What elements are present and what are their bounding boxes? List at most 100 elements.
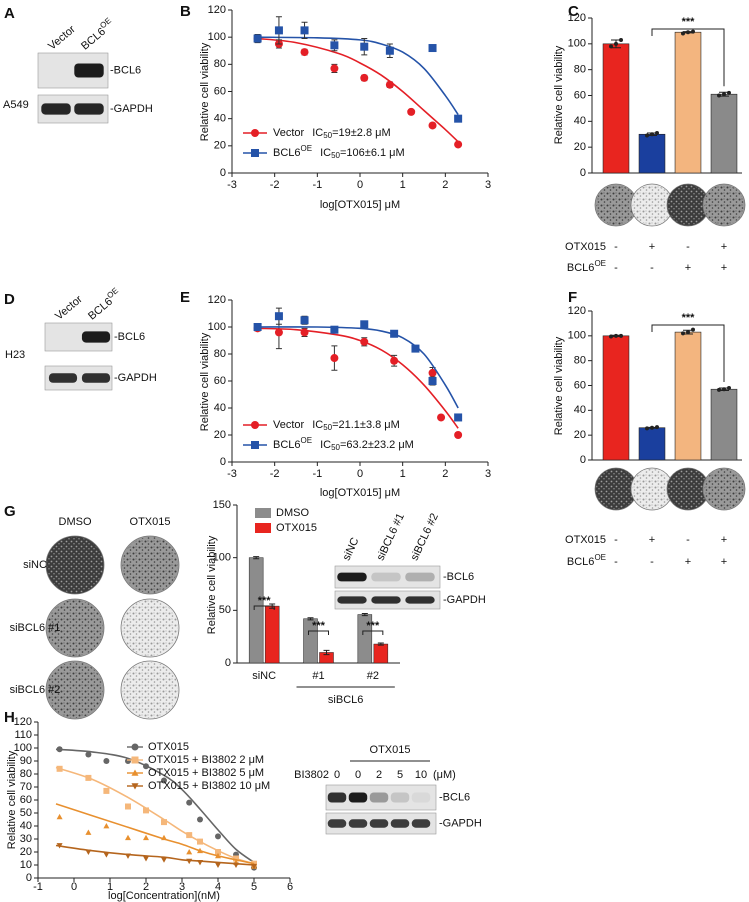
blot-band	[81, 331, 111, 343]
text-part: Vector	[273, 419, 305, 431]
point	[428, 377, 437, 385]
lane-label: 2	[376, 769, 382, 781]
ic50-value: =19±2.8 μM	[332, 127, 391, 139]
point	[300, 316, 309, 325]
blot-band	[74, 63, 104, 78]
row-label: siBCL6 #2	[10, 684, 61, 696]
legend-label: OTX015	[276, 522, 317, 534]
blot-band	[371, 572, 401, 582]
data-point	[691, 327, 695, 332]
data-point	[686, 30, 690, 35]
point	[197, 838, 203, 845]
condition-sign: +	[649, 241, 655, 253]
x-tick-label: -2	[270, 179, 280, 191]
point	[215, 852, 221, 859]
text-part: BCL6	[567, 262, 595, 274]
y-tick-label: 40	[20, 820, 32, 832]
group-label: OTX015	[370, 744, 411, 756]
point	[85, 829, 92, 835]
point	[143, 834, 149, 841]
x-tick-label: 0	[71, 881, 77, 893]
point	[274, 328, 283, 337]
data-point	[650, 132, 654, 137]
y-axis-label: Relative cell viability	[206, 535, 218, 634]
data-point	[619, 333, 623, 338]
legend-label: BCL6OE IC50=63.2±23.2 μM	[273, 436, 414, 452]
panel-label: F	[568, 289, 577, 306]
condition-sign: +	[685, 262, 691, 274]
legend-marker	[251, 421, 259, 429]
lane-label: 0	[355, 769, 361, 781]
point	[186, 858, 193, 865]
point	[274, 26, 283, 35]
band-label: -GAPDH	[439, 817, 482, 829]
point	[274, 312, 283, 321]
point	[186, 849, 193, 855]
condition-sign: -	[686, 241, 690, 253]
text-part: 0	[334, 769, 340, 781]
point	[125, 803, 131, 810]
y-tick-label: 120	[208, 4, 226, 16]
ic50-label: IC	[312, 127, 323, 139]
data-point	[619, 37, 623, 42]
y-tick-label: 0	[26, 872, 32, 884]
condition-sign: -	[614, 534, 618, 546]
y-tick-label: 80	[20, 768, 32, 780]
blot-band	[348, 792, 368, 803]
data-point	[650, 425, 654, 430]
x-tick-label: 1	[400, 468, 406, 480]
x-tick-label: 0	[357, 468, 363, 480]
x-tick-label: #1	[312, 670, 324, 682]
fit-curve	[55, 844, 255, 866]
significance-bracket	[362, 630, 384, 635]
legend-label: OTX015	[148, 741, 189, 753]
y-tick-label: 90	[20, 755, 32, 767]
blot-band	[81, 373, 111, 383]
point	[85, 751, 92, 758]
data-point	[655, 130, 659, 135]
point	[330, 325, 339, 334]
data-point	[722, 387, 726, 392]
data-point	[609, 44, 613, 49]
text-part: siNC	[340, 536, 361, 563]
y-tick-label: 40	[214, 402, 226, 414]
point	[253, 34, 262, 43]
point	[197, 847, 203, 854]
bar	[602, 335, 630, 461]
x-axis-label: log[OTX015] μM	[320, 199, 400, 211]
y-tick-label: 10	[20, 859, 32, 871]
point	[125, 853, 131, 859]
point	[197, 816, 203, 823]
blot-band	[390, 792, 410, 803]
lane-label: Vector	[53, 293, 85, 322]
superscript: OE	[594, 259, 606, 268]
point	[56, 843, 63, 849]
legend-label: Vector IC50=21.1±3.8 μM	[273, 419, 400, 432]
point	[233, 862, 239, 868]
point	[103, 823, 110, 829]
point	[360, 320, 369, 329]
point	[215, 862, 221, 868]
point	[161, 777, 167, 784]
data-point	[614, 333, 618, 338]
point	[143, 856, 149, 862]
y-tick-label: 120	[208, 294, 226, 306]
condition-sign: -	[614, 556, 618, 568]
superscript: OE	[301, 144, 313, 153]
point	[454, 140, 463, 149]
data-point	[645, 133, 649, 138]
y-tick-label: 20	[20, 846, 32, 858]
colony-texture	[632, 185, 672, 225]
colony-texture	[122, 600, 178, 656]
bar	[674, 31, 702, 174]
fit-curve	[257, 37, 459, 143]
legend-marker	[251, 441, 259, 449]
condition-sign: -	[650, 262, 654, 274]
y-axis-label: Relative cell viability	[553, 45, 565, 144]
y-tick-label: 0	[220, 456, 226, 468]
significance-label: ***	[366, 620, 380, 632]
point	[360, 73, 369, 82]
y-tick-label: 100	[14, 742, 32, 754]
cell-line-label: A549	[3, 99, 29, 111]
condition-label: BCL6OE	[567, 259, 606, 274]
